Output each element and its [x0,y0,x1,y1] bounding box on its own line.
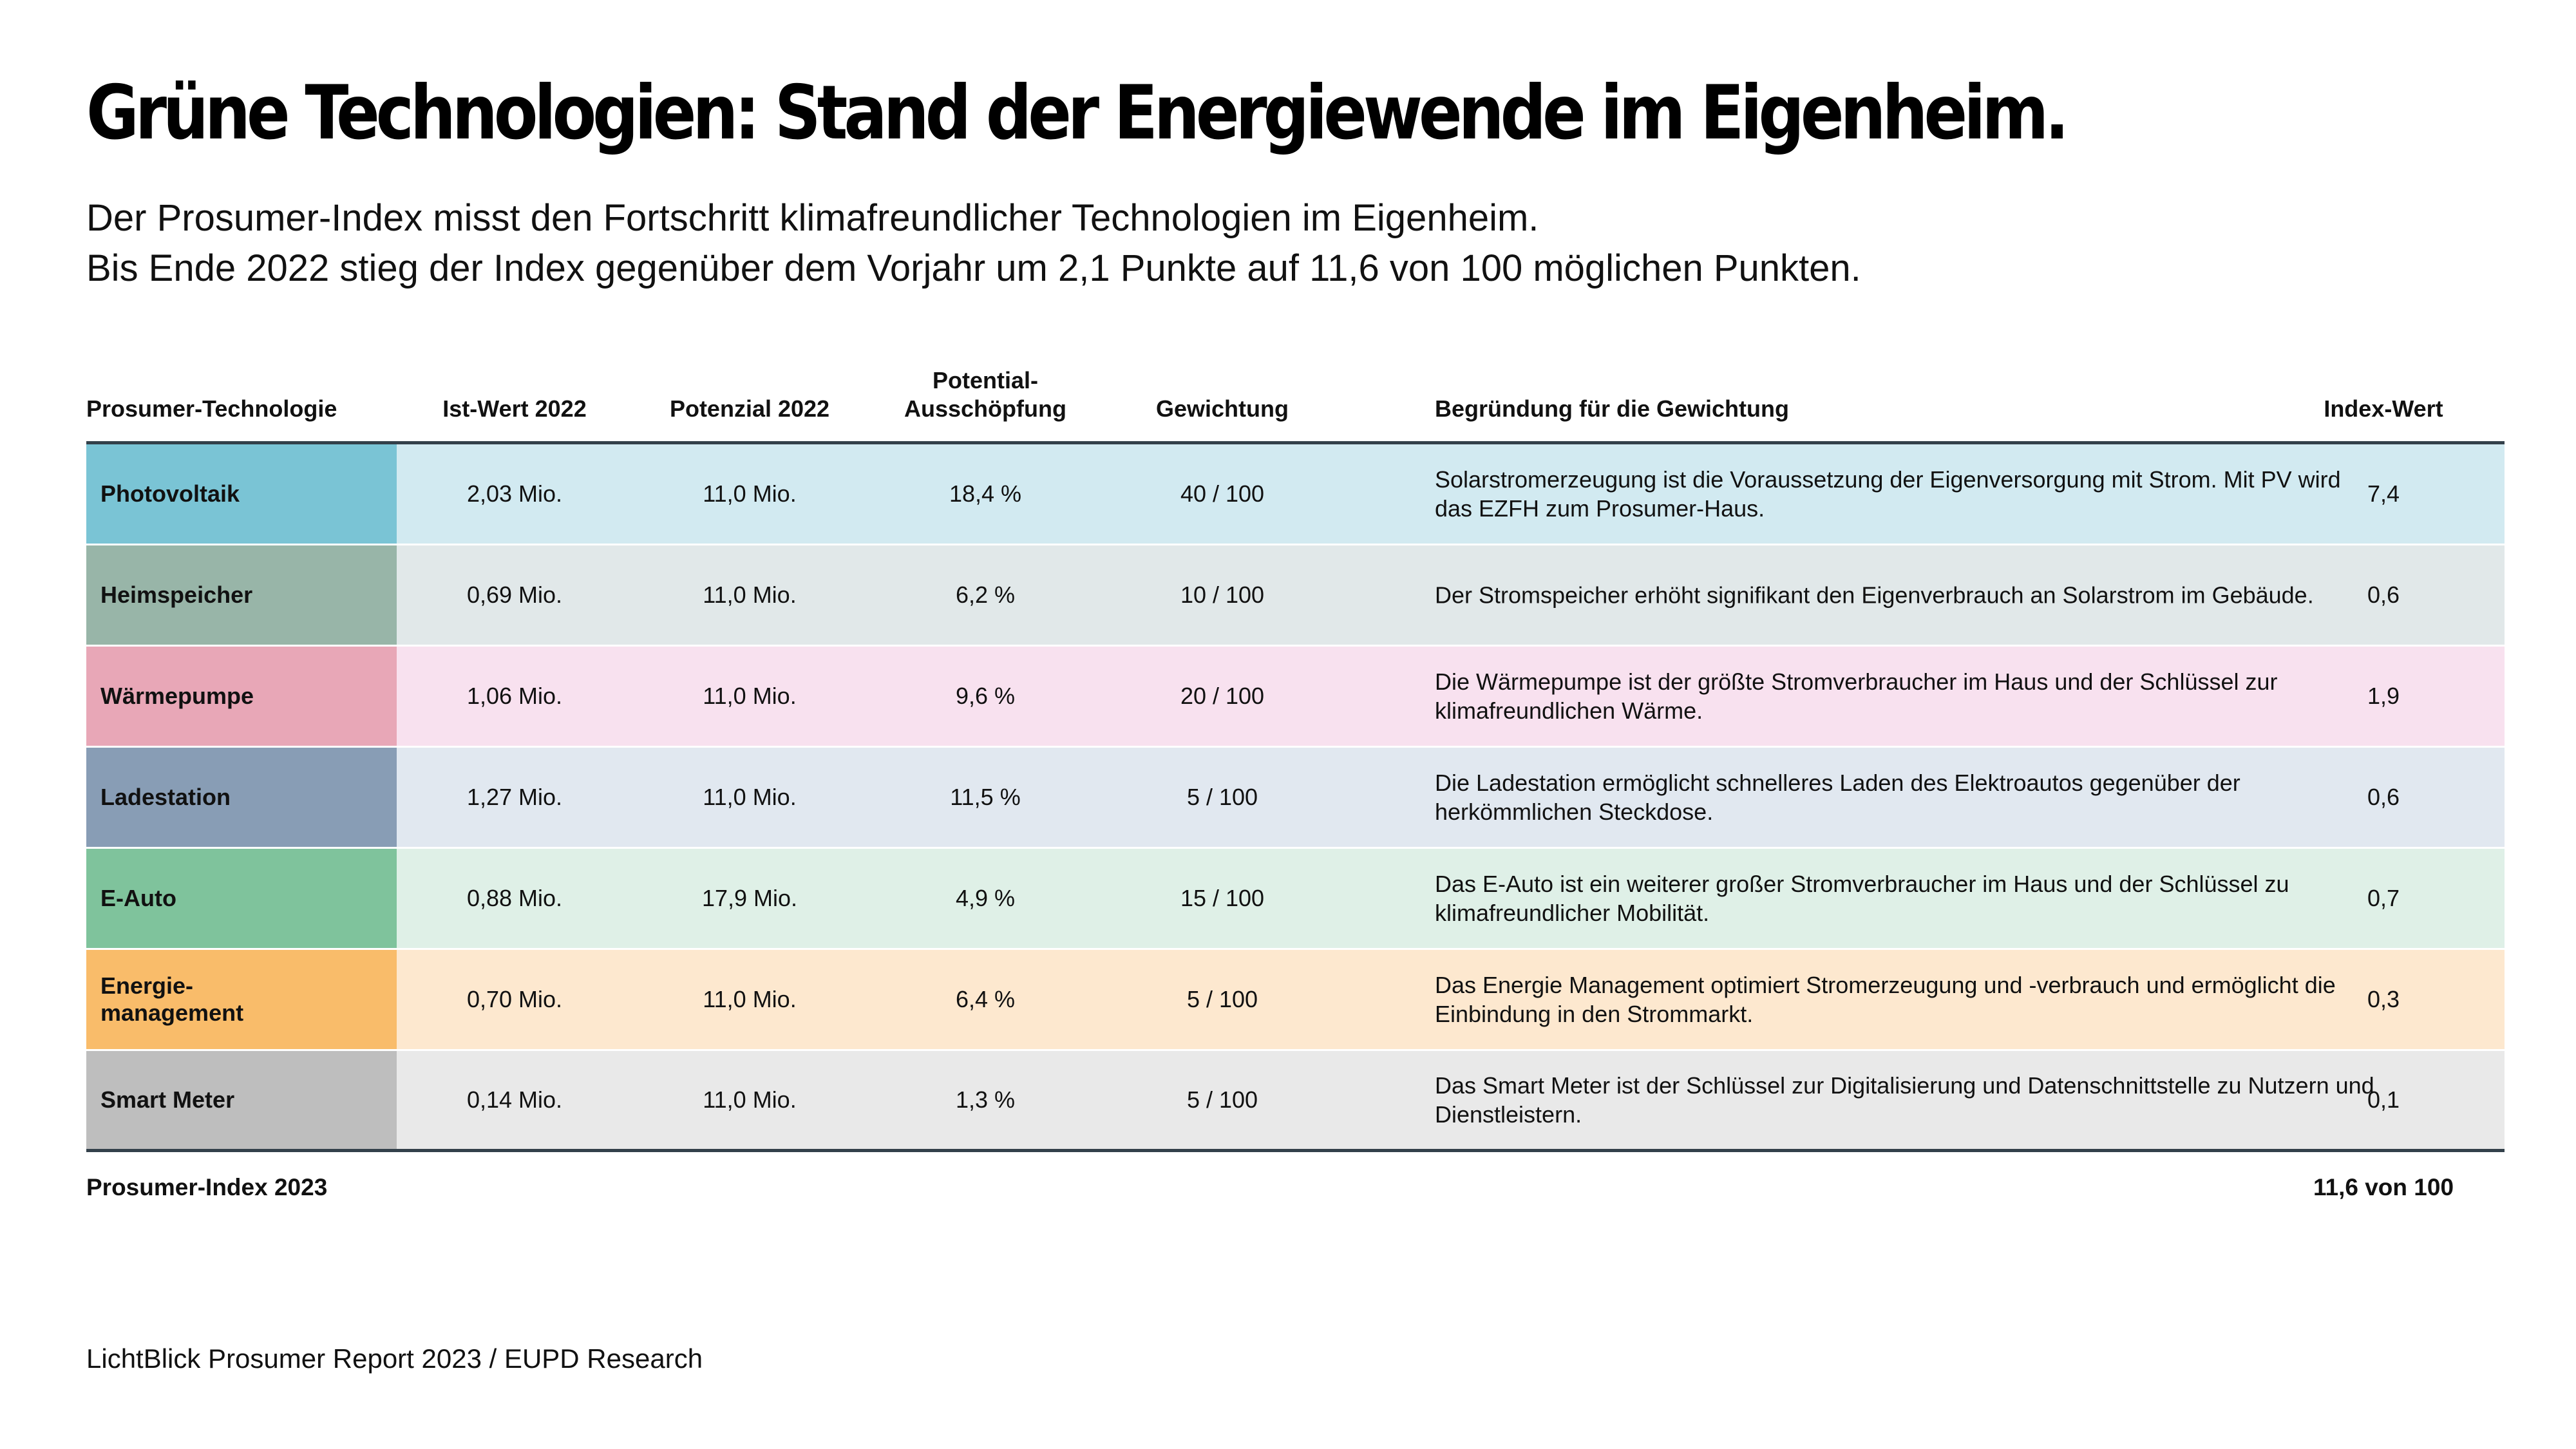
cell-reason: Die Ladestation ermöglicht schnelleres L… [1435,770,2240,825]
cell-reason: Das E-Auto ist ein weiterer großer Strom… [1435,871,2289,926]
cell-technology: Energie- management [86,950,397,1049]
row-values: 2,03 Mio. 11,0 Mio. 18,4 % 40 / 100 7,4 Solar… [397,444,2505,544]
row-values: 0,70 Mio. 11,0 Mio. 6,4 % 5 / 100 0,3 Das Ene… [397,950,2505,1049]
row-values: 1,06 Mio. 11,0 Mio. 9,6 % 20 / 100 1,9 Die Wä… [397,647,2505,746]
footer-label: Prosumer-Index 2023 [86,1174,328,1200]
cell-potential: 11,0 Mio. [703,986,797,1012]
cell-actual: 1,06 Mio. [466,683,563,709]
header-utilization-line-1: Potential- [932,367,1039,393]
cell-index: 0,7 [2367,885,2400,911]
header-utilization-line-2: Ausschöpfung [904,395,1066,422]
cell-potential: 11,0 Mio. [703,683,797,709]
technology-label: Wärmepumpe [100,683,254,709]
cell-utilization: 4,9 % [955,885,1016,911]
cell-technology: E-Auto [86,849,397,948]
cell-actual: 2,03 Mio. [466,480,563,507]
cell-technology: Smart Meter [86,1051,397,1149]
cell-index: 0,3 [2367,986,2400,1012]
cell-potential: 11,0 Mio. [703,480,797,507]
cell-actual: 0,14 Mio. [466,1086,563,1113]
cell-index: 0,6 [2367,582,2400,608]
cell-reason: Die Wärmepumpe ist der größte Stromverbr… [1435,668,2278,724]
cell-potential: 11,0 Mio. [703,1086,797,1113]
cell-potential: 11,0 Mio. [703,784,797,810]
technology-label: Smart Meter [100,1086,235,1113]
page-title: Grüne Technologien: Stand der Energiewen… [86,70,2069,156]
table-footer: Prosumer-Index 2023 11,6 von 100 [86,1152,2505,1200]
row-values: 1,27 Mio. 11,0 Mio. 11,5 % 5 / 100 0,6 Die La… [397,748,2505,847]
cell-reason: Das Smart Meter ist der Schlüssel zur Di… [1435,1072,2374,1128]
header-technology: Prosumer-Technologie [86,395,337,422]
cell-reason: Das Energie Management optimiert Stromer… [1435,972,2336,1027]
technology-label: Photovoltaik [100,480,240,507]
header-weight: Gewichtung [1156,395,1289,422]
cell-weight: 5 / 100 [1186,784,1258,810]
prosumer-index-table: Prosumer-Technologie Ist-Wert 2022 Poten… [86,361,2505,1200]
header-actual: Ist-Wert 2022 [442,395,587,422]
subtitle-line-2: Bis Ende 2022 stieg der Index gegenüber … [86,247,1861,289]
subtitle-line-1: Der Prosumer-Index misst den Fortschritt… [86,197,1539,239]
cell-potential: 11,0 Mio. [703,582,797,608]
cell-weight: 40 / 100 [1180,480,1265,507]
technology-label: Energie- management [100,972,244,1026]
table-row: Smart Meter 0,14 Mio. 11,0 Mio. 1,3 % 5 / 10… [86,1051,2505,1152]
technology-label: Heimspeicher [100,582,253,608]
cell-reason: Solarstromerzeugung ist die Voraussetzun… [1435,466,2341,522]
cell-utilization: 1,3 % [955,1086,1016,1113]
cell-actual: 0,70 Mio. [466,986,563,1012]
header-potential: Potenzial 2022 [669,395,830,422]
cell-weight: 5 / 100 [1186,986,1258,1012]
table-row: Energie- management 0,70 Mio. 11,0 Mio. 6,4… [86,950,2505,1051]
cell-technology: Ladestation [86,748,397,847]
row-values: 0,69 Mio. 11,0 Mio. 6,2 % 10 / 100 0,6 Der St… [397,545,2505,645]
page-subtitle: Der Prosumer-Index misst den Fortschritt… [86,193,1861,294]
cell-utilization: 18,4 % [949,480,1022,507]
cell-weight: 10 / 100 [1180,582,1265,608]
cell-actual: 0,69 Mio. [466,582,563,608]
cell-weight: 5 / 100 [1186,1086,1258,1113]
header-index: Index-Wert [2324,395,2443,422]
cell-utilization: 6,4 % [955,986,1016,1012]
technology-label: E-Auto [100,885,176,911]
cell-weight: 15 / 100 [1180,885,1265,911]
header-utilization: Potential- Ausschöpfung [904,366,1066,423]
row-values: 0,14 Mio. 11,0 Mio. 1,3 % 5 / 100 0,1 Das Sma… [397,1051,2505,1149]
cell-actual: 0,88 Mio. [466,885,563,911]
cell-reason: Der Stromspeicher erhöht signifikant den… [1435,582,2314,609]
table-row: Photovoltaik 2,03 Mio. 11,0 Mio. 18,4 % 40 /… [86,444,2505,545]
cell-index: 1,9 [2367,683,2400,709]
cell-utilization: 9,6 % [955,683,1016,709]
technology-label: Ladestation [100,784,231,810]
table-row: Ladestation 1,27 Mio. 11,0 Mio. 11,5 % 5 / 1… [86,748,2505,849]
cell-index: 7,4 [2367,480,2400,507]
table-row: Heimspeicher 0,69 Mio. 11,0 Mio. 6,2 % 10 / … [86,545,2505,647]
row-values: 0,88 Mio. 17,9 Mio. 4,9 % 15 / 100 0,7 Das E-… [397,849,2505,948]
cell-actual: 1,27 Mio. [466,784,563,810]
cell-technology: Wärmepumpe [86,647,397,746]
table-row: Wärmepumpe 1,06 Mio. 11,0 Mio. 9,6 % 20 / 10… [86,647,2505,748]
table-row: E-Auto 0,88 Mio. 17,9 Mio. 4,9 % 15 / 100 0,7… [86,849,2505,950]
table-body: Photovoltaik 2,03 Mio. 11,0 Mio. 18,4 % 40 /… [86,444,2505,1152]
table-header: Prosumer-Technologie Ist-Wert 2022 Poten… [86,361,2505,444]
cell-weight: 20 / 100 [1180,683,1265,709]
cell-potential: 17,9 Mio. [701,885,798,911]
cell-technology: Photovoltaik [86,444,397,544]
cell-technology: Heimspeicher [86,545,397,645]
cell-index: 0,1 [2367,1086,2400,1113]
header-reason: Begründung für die Gewichtung [1435,395,1789,422]
cell-utilization: 6,2 % [955,582,1016,608]
cell-index: 0,6 [2367,784,2400,810]
source-note: LichtBlick Prosumer Report 2023 / EUPD R… [86,1343,703,1374]
cell-utilization: 11,5 % [950,784,1021,810]
footer-value: 11,6 von 100 [2313,1174,2454,1200]
